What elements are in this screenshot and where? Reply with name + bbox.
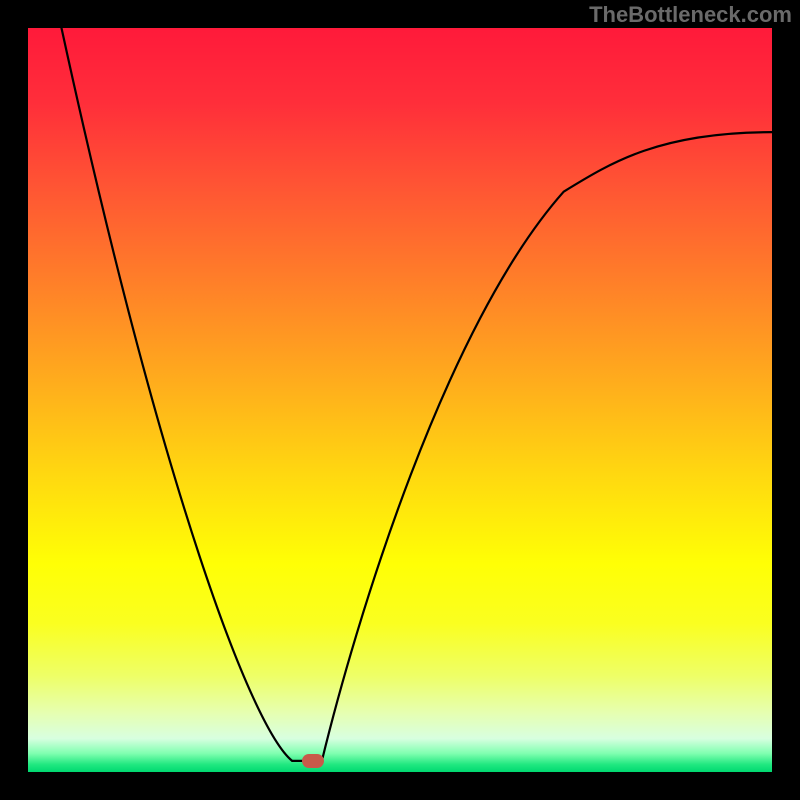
gradient-background — [28, 28, 772, 772]
chart-container: TheBottleneck.com — [0, 0, 800, 800]
optimal-marker — [302, 754, 324, 768]
plot-area — [28, 28, 772, 772]
watermark-text: TheBottleneck.com — [589, 2, 792, 28]
